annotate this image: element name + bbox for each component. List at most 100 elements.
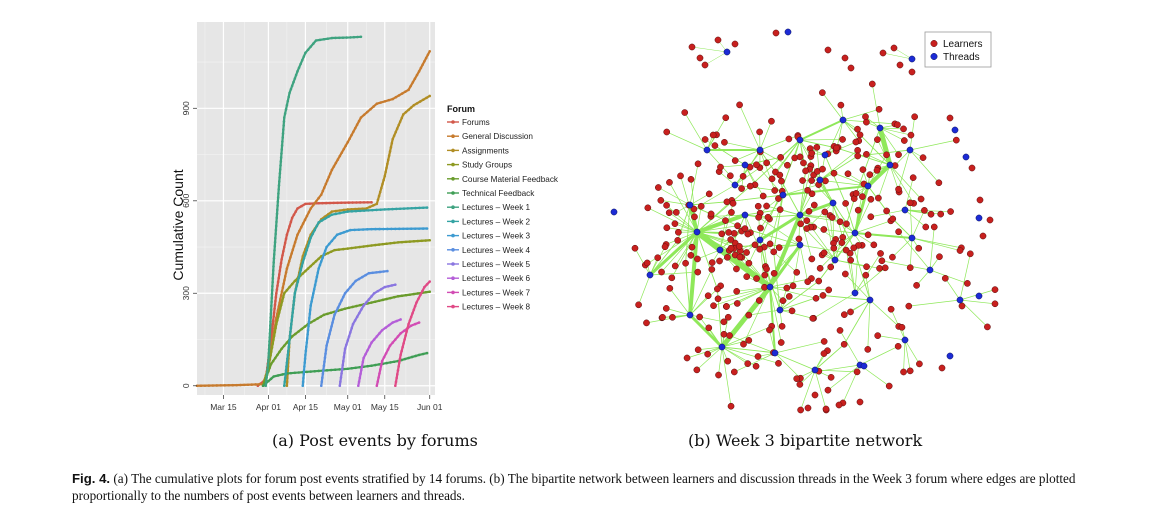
series-point (386, 162, 389, 166)
learner-node (704, 292, 712, 300)
network-edge (769, 194, 784, 245)
series-point (389, 241, 392, 245)
network-edge (909, 237, 913, 269)
series-point (227, 383, 231, 387)
series-point (346, 210, 350, 213)
series-point (239, 383, 242, 387)
network-edge (734, 149, 761, 161)
legend-item: Lectures – Week 4 (447, 246, 531, 255)
thread-node (956, 296, 964, 304)
learner-node (687, 252, 695, 259)
network-edge (689, 193, 710, 206)
series-point (323, 356, 327, 360)
thread-node (926, 266, 934, 274)
series-point (397, 365, 400, 368)
series-point (278, 269, 282, 272)
series-point (277, 273, 281, 276)
series-point (276, 280, 280, 284)
series-point (417, 227, 421, 230)
learner-node (822, 405, 830, 413)
learner-node (708, 259, 716, 266)
series-point (308, 202, 312, 205)
learner-node (683, 354, 691, 362)
network-edge (648, 230, 699, 277)
network-edge (665, 231, 698, 245)
series-point (339, 232, 342, 235)
y-tick-label: 300 (181, 286, 191, 300)
learner-node (662, 305, 670, 312)
learner-node (864, 346, 872, 353)
series-point (268, 366, 272, 370)
learner-node (744, 230, 752, 238)
learner-node (876, 265, 883, 272)
series-point (286, 349, 290, 353)
network-edge (689, 269, 713, 316)
network-edge (799, 214, 833, 218)
series-point (334, 161, 338, 165)
legend-swatch-dot (451, 191, 455, 195)
series-point (358, 376, 362, 380)
series-point (287, 345, 290, 349)
learner-node (734, 222, 741, 230)
thread-node (829, 199, 837, 207)
series-point (271, 280, 274, 284)
series-point (292, 299, 296, 303)
series-point (397, 94, 401, 97)
series-point (266, 363, 270, 367)
thread-node (796, 136, 804, 144)
series-point (338, 302, 342, 306)
series-point (347, 306, 351, 310)
series-point (299, 62, 302, 66)
series-point (280, 152, 283, 155)
y-axis-label: Cumulative Count (170, 169, 186, 280)
learner-node (847, 64, 855, 72)
series-point (279, 160, 283, 163)
learner-node (921, 207, 928, 214)
series-point (405, 227, 409, 231)
series-point (413, 304, 417, 308)
series-point (305, 214, 309, 218)
figure-caption: Fig. 4. (a) The cumulative plots for for… (72, 470, 1102, 504)
learner-node (751, 241, 759, 249)
series-point (386, 227, 389, 231)
learner-node (820, 249, 828, 257)
series-point (288, 91, 291, 95)
learner-node (859, 166, 867, 173)
series-point (270, 296, 274, 300)
series-point (273, 356, 277, 360)
series-point (276, 204, 279, 207)
series-point (296, 70, 299, 73)
series-point (281, 373, 284, 376)
learner-node (906, 199, 914, 207)
series-point (285, 384, 289, 388)
series-point (276, 284, 279, 288)
series-point (361, 228, 365, 231)
series-point (294, 210, 298, 213)
network-edge (758, 216, 801, 246)
series-point (283, 274, 287, 278)
network-edge (823, 229, 856, 234)
network-edge (892, 237, 913, 258)
series-point (358, 303, 362, 307)
series-point (288, 334, 292, 337)
series-point (273, 307, 276, 310)
series-point (326, 251, 330, 255)
learner-node (753, 275, 760, 282)
series-point (315, 224, 318, 228)
learner-node (731, 40, 739, 48)
series-point (360, 368, 363, 372)
learner-node (946, 114, 954, 122)
learner-node (976, 196, 984, 204)
network-edge (780, 139, 801, 158)
network-edge (798, 201, 835, 217)
network-edge (867, 299, 871, 350)
series-point (346, 247, 350, 250)
learner-node (885, 382, 893, 390)
thread-node (686, 311, 694, 319)
series-point (398, 357, 402, 361)
thread-node (610, 208, 618, 216)
series-point (342, 211, 346, 214)
learner-node (803, 217, 811, 225)
series-point (297, 371, 301, 374)
